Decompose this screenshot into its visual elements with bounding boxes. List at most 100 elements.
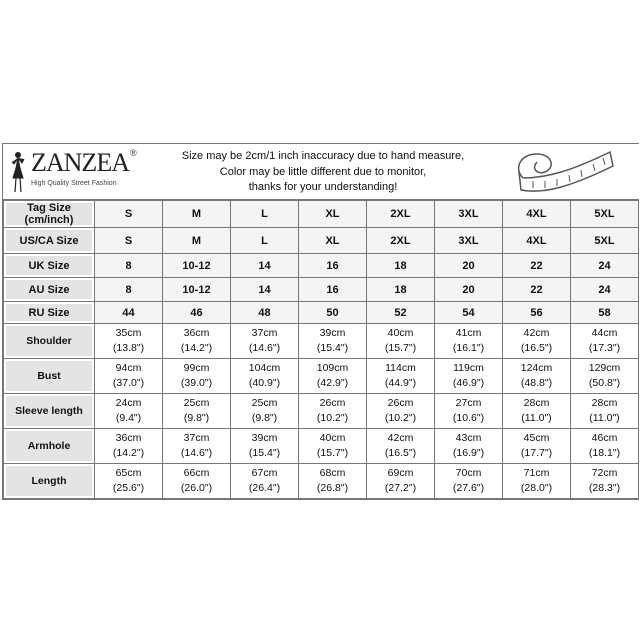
inch-value: (9.8") (183, 412, 210, 424)
cm-value: 70cm (455, 467, 482, 479)
measurement-cell: 41cm (16.1") (434, 323, 503, 359)
notice-line: Color may be little different due to mon… (219, 165, 427, 178)
cm-value: 129cm (588, 362, 621, 374)
measurement-cell: 129cm (50.8") (570, 358, 639, 394)
inch-value: (50.8") (588, 377, 621, 389)
inch-value: (14.6") (248, 342, 281, 354)
measurement-cell: 66cm (26.0") (162, 463, 231, 499)
row-label: RU Size (3, 301, 95, 324)
size-row: US/CA Size S M L XL 2XL 3XL 4XL 5XL (3, 227, 639, 254)
size-cell: M (162, 227, 231, 254)
size-cell: 24 (570, 253, 639, 278)
size-cell: L (230, 200, 299, 228)
cm-value: 119cm (453, 362, 484, 374)
size-cell: 8 (94, 253, 163, 278)
cm-value: 124cm (520, 362, 553, 374)
size-cell: 20 (434, 277, 503, 302)
inch-value: (15.4") (316, 342, 349, 354)
size-cell: XL (298, 227, 367, 254)
cm-value: 71cm (523, 467, 550, 479)
measurement-cell: 25cm (9.8") (162, 393, 231, 429)
cm-value: 27cm (455, 397, 482, 409)
registered-mark: ® (129, 148, 137, 158)
measurement-cell: 71cm (28.0") (502, 463, 571, 499)
inch-value: (16.1") (452, 342, 485, 354)
inch-value: (14.2") (112, 447, 145, 459)
measurement-cell: 24cm (9.4") (94, 393, 163, 429)
size-cell: L (230, 227, 299, 254)
inch-value: (28.0") (520, 482, 553, 494)
size-cell: 14 (230, 277, 299, 302)
size-cell: S (94, 227, 163, 254)
measurement-cell: 42cm (16.5") (366, 428, 435, 464)
size-chart: ZANZEA ® High Quality Street Fashion Siz… (2, 143, 639, 500)
size-cell: 44 (94, 301, 163, 324)
cm-value: 24cm (115, 397, 142, 409)
measurement-cell: 72cm (28.3") (570, 463, 639, 499)
measurement-cell: 44cm (17.3") (570, 323, 639, 359)
inch-value: (26.4") (248, 482, 281, 494)
cm-value: 28cm (523, 397, 550, 409)
inch-value: (40.9") (248, 377, 281, 389)
size-cell: 4XL (502, 227, 571, 254)
row-label: Bust (3, 358, 95, 394)
size-cell: 16 (298, 253, 367, 278)
row-label: Length (3, 463, 95, 499)
size-row: AU Size 8 10-12 14 16 18 20 22 24 (3, 277, 639, 302)
inch-value: (18.1") (588, 447, 621, 459)
inch-value: (27.2") (384, 482, 417, 494)
cm-value: 44cm (591, 327, 618, 339)
inch-value: (9.4") (115, 412, 142, 424)
size-cell: 5XL (570, 200, 639, 228)
measurement-row: Length 65cm (25.6") 66cm (26.0") 67cm (26.4") 6… (3, 463, 639, 499)
brand-logo: ZANZEA ® High Quality Street Fashion (9, 148, 149, 196)
measurement-cell: 37cm (14.6") (230, 323, 299, 359)
cm-value: 25cm (183, 397, 210, 409)
cm-value: 40cm (387, 327, 414, 339)
notice-line: thanks for your understanding! (248, 181, 398, 193)
measurement-cell: 28cm (11.0") (570, 393, 639, 429)
row-label: Shoulder (3, 323, 95, 359)
cm-value: 67cm (251, 467, 278, 479)
measurement-cell: 26cm (10.2") (366, 393, 435, 429)
size-cell: 20 (434, 253, 503, 278)
size-cell: 4XL (502, 200, 571, 228)
size-cell: 8 (94, 277, 163, 302)
cm-value: 26cm (387, 397, 414, 409)
fashion-model-icon (11, 152, 25, 193)
inch-value: (16.5") (520, 342, 553, 354)
inch-value: (14.6") (180, 447, 213, 459)
measurement-row: Bust 94cm (37.0") 99cm (39.0") 104cm (40.9") 10… (3, 358, 639, 394)
size-cell: 10-12 (162, 277, 231, 302)
measurement-cell: 40cm (15.7") (366, 323, 435, 359)
size-cell: 16 (298, 277, 367, 302)
cm-value: 36cm (183, 327, 210, 339)
inch-value: (16.9") (452, 447, 485, 459)
measurement-cell: 46cm (18.1") (570, 428, 639, 464)
inch-value: (25.6") (112, 482, 145, 494)
cm-value: 66cm (183, 467, 210, 479)
measurement-cell: 26cm (10.2") (298, 393, 367, 429)
measurement-cell: 109cm (42.9") (298, 358, 367, 394)
cm-value: 36cm (115, 432, 142, 444)
measurement-cell: 36cm (14.2") (162, 323, 231, 359)
size-cell: 48 (230, 301, 299, 324)
cm-value: 43cm (455, 432, 482, 444)
inch-value: (39.0") (180, 377, 213, 389)
cm-value: 41cm (455, 327, 482, 339)
measurement-cell: 37cm (14.6") (162, 428, 231, 464)
cm-value: 42cm (387, 432, 414, 444)
notice-line: Size may be 2cm/1 inch inaccuracy due to… (181, 150, 465, 162)
size-cell: 50 (298, 301, 367, 324)
inch-value: (15.7") (316, 447, 349, 459)
cm-value: 39cm (251, 432, 278, 444)
measurement-cell: 65cm (25.6") (94, 463, 163, 499)
size-cell: 3XL (434, 227, 503, 254)
inch-value: (10.6") (452, 412, 485, 424)
inch-value: (28.3") (588, 482, 621, 494)
measurement-cell: 36cm (14.2") (94, 428, 163, 464)
measurement-cell: 45cm (17.7") (502, 428, 571, 464)
inch-value: (46.9") (452, 377, 485, 389)
size-cell: 2XL (366, 227, 435, 254)
measurement-cell: 99cm (39.0") (162, 358, 231, 394)
